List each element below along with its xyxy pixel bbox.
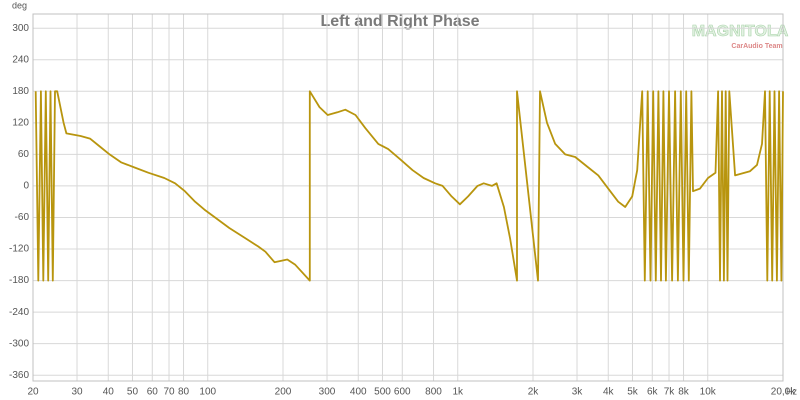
y-tick-label: -180 (9, 275, 29, 286)
y-tick-label: 0 (23, 181, 29, 192)
x-tick-label: 20 (27, 387, 39, 398)
y-tick-label: -60 (15, 212, 30, 223)
x-tick-label: 2k (528, 387, 540, 398)
x-tick-label: 70 (163, 387, 175, 398)
x-tick-label: 100 (199, 387, 216, 398)
phase-line (34, 90, 784, 282)
watermark-logo: MAGNITOLA (692, 23, 789, 40)
y-tick-label: -300 (9, 338, 29, 349)
x-tick-label: 3k (572, 387, 584, 398)
x-tick-label: 20,0k (771, 387, 796, 398)
x-tick-label: 80 (178, 387, 190, 398)
y-axis-label: deg (12, 0, 27, 10)
x-tick-label: 800 (425, 387, 442, 398)
x-tick-label: 300 (319, 387, 336, 398)
x-axis-label: Hz (786, 386, 797, 396)
x-tick-label: 40 (103, 387, 115, 398)
x-tick-label: 60 (147, 387, 159, 398)
x-tick-label: 4k (603, 387, 615, 398)
x-tick-label: 6k (647, 387, 659, 398)
x-tick-label: 10k (700, 387, 717, 398)
y-tick-label: -240 (9, 307, 29, 318)
x-tick-label: 500 (374, 387, 391, 398)
x-tick-label: 1k (452, 387, 464, 398)
x-tick-label: 50 (127, 387, 139, 398)
x-tick-label: 5k (627, 387, 639, 398)
x-tick-label: 600 (394, 387, 411, 398)
y-tick-label: 60 (18, 149, 30, 160)
y-tick-label: -360 (9, 370, 29, 381)
x-tick-label: 200 (275, 387, 292, 398)
x-tick-label: 7k (664, 387, 676, 398)
x-tick-label: 8k (678, 387, 690, 398)
chart-title: Left and Right Phase (320, 13, 479, 30)
x-tick-label: 400 (350, 387, 367, 398)
y-tick-label: 120 (12, 117, 29, 128)
y-tick-label: 300 (12, 23, 29, 34)
y-tick-label: 180 (12, 86, 29, 97)
y-tick-label: 240 (12, 54, 29, 65)
y-tick-label: -120 (9, 244, 29, 255)
watermark-tagline: CarAudio Team (731, 43, 782, 50)
x-tick-label: 30 (71, 387, 83, 398)
